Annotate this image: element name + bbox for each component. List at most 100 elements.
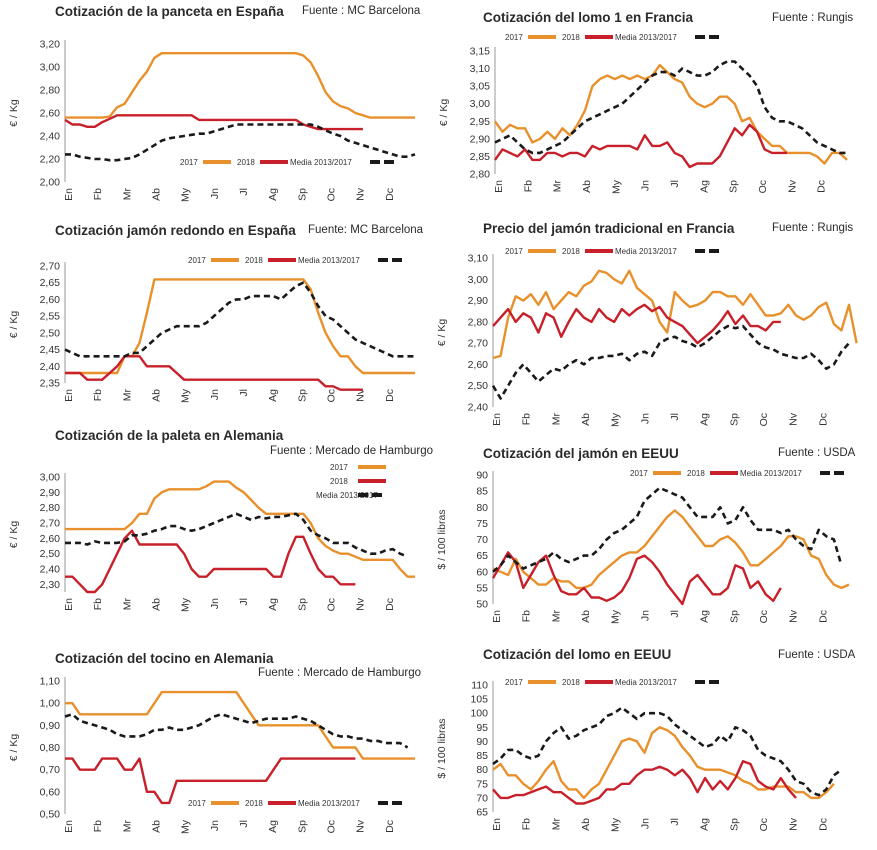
legend-label: 2018 xyxy=(687,469,705,478)
y-tick-label: 2,50 xyxy=(40,548,61,560)
legend-label: 2018 xyxy=(562,33,580,42)
x-tick-label: Fb xyxy=(92,598,104,610)
y-tick-label: 3,05 xyxy=(470,81,491,93)
x-tick-label: En xyxy=(63,188,75,201)
x-tick-label: Ab xyxy=(150,188,162,201)
series-line-2018 xyxy=(494,123,788,169)
x-tick-label: Ab xyxy=(580,413,592,426)
x-tick-label: Sp xyxy=(296,820,308,833)
x-tick-label: My xyxy=(610,817,622,832)
y-tick-label: 70 xyxy=(476,534,488,546)
series-line-2017 xyxy=(494,63,848,165)
series-line-2017 xyxy=(65,52,415,119)
y-tick-label: 2,60 xyxy=(468,359,489,371)
chart-panel-shoulder-germany: Cotización de la paleta en Alemania Fuen… xyxy=(0,0,435,640)
legend-label: 2018 xyxy=(245,256,263,265)
y-tick-label: 2,70 xyxy=(468,338,489,350)
x-tick-label: Jn xyxy=(209,820,221,831)
series-line-2018 xyxy=(65,355,363,391)
y-tick-label: 95 xyxy=(476,722,488,734)
x-tick-label: Jl xyxy=(669,180,681,188)
x-tick-label: Mr xyxy=(552,180,564,193)
x-tick-label: Nv xyxy=(355,187,367,201)
y-tick-label: 3,10 xyxy=(470,63,491,75)
x-tick-label: Oc xyxy=(325,389,337,402)
x-tick-label: Fb xyxy=(92,389,104,401)
y-tick-label: 65 xyxy=(476,807,488,819)
series-line-2017 xyxy=(65,690,415,760)
y-tick-label: 2,80 xyxy=(40,85,61,97)
x-tick-label: Oc xyxy=(757,180,769,193)
x-tick-label: Nv xyxy=(786,179,798,193)
y-tick-label: 65 xyxy=(476,550,488,562)
legend-label: 2017 xyxy=(630,469,648,478)
y-tick-label: 3,00 xyxy=(40,62,61,74)
y-tick-label: 75 xyxy=(476,778,488,790)
legend-label: Media 2013/2017 xyxy=(298,799,360,808)
y-tick-label: 110 xyxy=(471,680,488,692)
x-tick-label: Mr xyxy=(550,413,562,426)
x-tick-label: En xyxy=(63,389,75,402)
y-tick-label: 2,90 xyxy=(468,295,489,307)
x-tick-label: Jl xyxy=(669,610,681,618)
y-tick-label: 2,80 xyxy=(40,502,61,514)
chart-source: Fuente : Rungis xyxy=(772,222,854,234)
y-tick-label: 2,35 xyxy=(40,378,61,390)
x-tick-label: My xyxy=(180,187,192,202)
x-tick-label: Sp xyxy=(728,818,740,831)
x-tick-label: Dc xyxy=(817,818,829,831)
legend-label: 2017 xyxy=(188,799,206,808)
x-tick-label: Dc xyxy=(384,188,396,201)
y-tick-label: 2,40 xyxy=(40,361,61,373)
legend-label: 2018 xyxy=(562,678,580,687)
y-tick-label: 0,60 xyxy=(40,786,61,798)
x-tick-label: Ab xyxy=(150,389,162,402)
legend-label: Media 2013/2017 xyxy=(740,469,802,478)
x-tick-label: Sp xyxy=(728,180,740,193)
chart-title: Cotización de la paleta en Alemania xyxy=(55,428,284,443)
x-tick-label: Jn xyxy=(209,188,221,199)
chart-panel-trad-ham-france: Precio del jamón tradicional en Francia … xyxy=(436,221,858,427)
line-chart: 2,40 2,50 2,60 2,70 2,80 2,90 3,00 3,10 € / Kg En… xyxy=(436,247,858,427)
y-axis-label: $ / 100 libras xyxy=(436,509,448,569)
chart-source: Fuente : Mercado de Hamburgo xyxy=(270,445,434,457)
x-tick-label: Fb xyxy=(92,188,104,200)
x-tick-label: Nv xyxy=(355,388,367,402)
x-tick-label: Dc xyxy=(384,389,396,402)
legend-label: Media 2013/2017 xyxy=(615,678,677,687)
x-tick-label: Oc xyxy=(758,610,770,623)
x-tick-label: Ab xyxy=(580,610,592,623)
series-line-media xyxy=(64,281,415,358)
y-tick-label: 70 xyxy=(476,792,488,804)
x-tick-label: My xyxy=(610,412,622,427)
y-tick-label: 3,00 xyxy=(468,274,489,286)
y-tick-label: 2,85 xyxy=(470,151,491,163)
x-tick-label: Sp xyxy=(728,610,740,623)
y-axis-label: € / Kg xyxy=(8,99,20,127)
y-tick-label: 50 xyxy=(476,599,488,611)
series-line-2017 xyxy=(492,269,858,360)
y-tick-label: 60 xyxy=(476,566,488,578)
y-tick-label: 2,80 xyxy=(468,316,489,328)
x-tick-label: Dc xyxy=(384,820,396,833)
x-tick-label: Fb xyxy=(521,610,533,622)
x-tick-label: Ag xyxy=(698,180,710,193)
x-tick-label: Jn xyxy=(639,610,651,621)
x-tick-label: Nv xyxy=(355,819,367,833)
y-tick-label: 2,40 xyxy=(40,131,61,143)
chart-title: Cotización jamón redondo en España xyxy=(55,223,296,238)
chart-source: Fuente : Mercado de Hamburgo xyxy=(258,667,422,679)
chart-title: Cotización del lomo en EEUU xyxy=(483,647,672,662)
y-axis-label: € / Kg xyxy=(8,734,20,762)
y-tick-label: 2,40 xyxy=(468,402,489,414)
x-tick-label: My xyxy=(180,597,192,612)
y-tick-label: 2,80 xyxy=(470,169,491,181)
y-tick-label: 2,50 xyxy=(468,380,489,392)
x-tick-label: Fb xyxy=(92,820,104,832)
legend-label: Media 2013/2017 xyxy=(298,256,360,265)
x-tick-label: Dc xyxy=(817,610,829,623)
y-tick-label: 80 xyxy=(476,764,488,776)
chart-source: Fuente : MC Barcelona xyxy=(302,5,421,17)
x-tick-label: Sp xyxy=(728,413,740,426)
